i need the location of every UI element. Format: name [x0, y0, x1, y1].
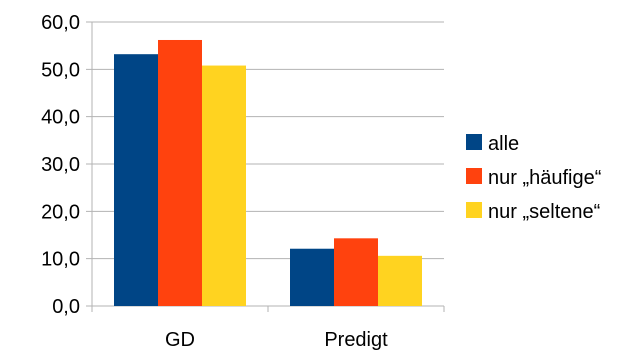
bar-nur-seltene-gd [202, 65, 246, 307]
legend-swatch [466, 134, 482, 150]
y-tick-label: 0,0 [52, 296, 80, 318]
bars [114, 39, 422, 307]
bar-nur-seltene-predigt [378, 255, 422, 306]
y-tick-label: 50,0 [41, 59, 80, 81]
y-tick-label: 60,0 [41, 12, 80, 34]
bar-alle-predigt [290, 248, 334, 306]
legend-label: nur „häufige“ [488, 167, 601, 189]
y-tick-label: 10,0 [41, 249, 80, 271]
legend-label: nur „seltene“ [488, 201, 600, 223]
y-tick-label: 20,0 [41, 201, 80, 223]
legend: alle nur „häufige“ nur „seltene“ [466, 133, 601, 223]
x-axis-category-labels: GD Predigt [165, 329, 388, 351]
x-category-label: Predigt [324, 329, 388, 351]
y-axis-tick-labels: 0,0 10,0 20,0 30,0 40,0 50,0 60,0 [41, 12, 80, 318]
bar-nur-h-ufige-gd [158, 39, 202, 307]
y-tick-label: 40,0 [41, 107, 80, 129]
legend-swatch [466, 202, 482, 218]
legend-swatch [466, 168, 482, 184]
legend-label: alle [488, 133, 519, 155]
bar-nur-h-ufige-predigt [334, 238, 378, 306]
y-tick-label: 30,0 [41, 154, 80, 176]
bar-alle-gd [114, 54, 158, 306]
x-category-label: GD [165, 329, 195, 351]
